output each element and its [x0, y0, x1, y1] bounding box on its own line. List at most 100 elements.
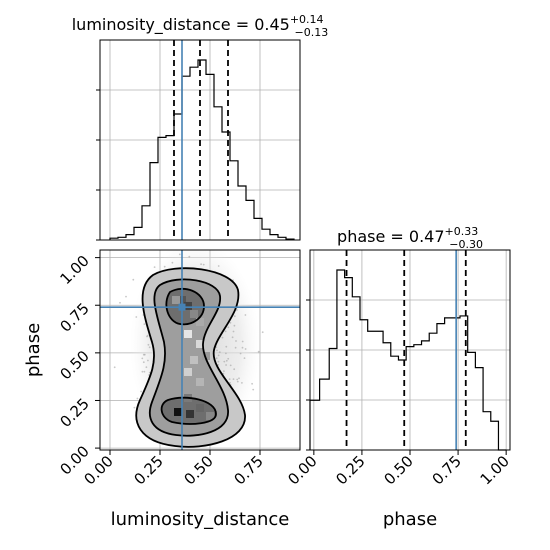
luminosity-distance-title: luminosity_distance = 0.45+0.14 −0.13 [72, 13, 329, 39]
sample-point [187, 236, 189, 238]
sample-point [171, 261, 174, 264]
joint-ytick-label: 0.25 [56, 395, 92, 431]
sample-point [146, 335, 148, 338]
phase-histogram-yticks [306, 299, 310, 451]
sample-point [163, 265, 166, 268]
density-pixel [186, 410, 194, 418]
sample-point [143, 370, 146, 373]
joint-contour-panel: 0.00 0.25 0.50 0.75 0.000.250.500.751.00 lu… [23, 236, 301, 530]
sample-point [221, 336, 224, 339]
density-pixel [196, 378, 204, 386]
phase-histogram-panel: 0.00 0.25 0.50 0.75 1.00 phase = 0.47+0.33 −0… [284, 225, 513, 530]
sample-point [215, 357, 218, 360]
phase-title-param: phase [337, 227, 385, 246]
phase-histogram-steps [309, 269, 507, 451]
joint-xtick-label: 0.50 [180, 452, 216, 488]
luminosity-distance-histogram-yticks [96, 89, 100, 241]
sample-point [178, 253, 181, 256]
phase-histogram-xticks: 0.00 0.25 0.50 0.75 1.00 [284, 450, 513, 488]
sample-point [232, 330, 235, 333]
sample-point [163, 457, 165, 459]
sample-point [229, 381, 231, 384]
sample-point [261, 331, 264, 334]
sample-point [243, 357, 246, 359]
sample-point [135, 316, 138, 318]
phase-title-plus: +0.33 [445, 225, 479, 238]
sample-point [252, 388, 255, 391]
luminosity-distance-x-axis-label: luminosity_distance [111, 509, 290, 530]
phase-x-axis-label: phase [383, 509, 437, 530]
joint-xtick-label: 0.75 [230, 452, 266, 488]
sample-point [238, 377, 240, 380]
sample-point [236, 378, 239, 381]
sample-point [216, 349, 218, 352]
sample-point [145, 366, 148, 369]
phase-quantile-lines [345, 250, 467, 450]
sample-point [143, 353, 146, 356]
joint-contour-yticks: 0.000.250.500.751.00 [56, 252, 100, 479]
sample-point [234, 346, 237, 349]
sample-point [241, 346, 244, 349]
sample-point [141, 370, 144, 373]
sample-point [225, 364, 228, 366]
sample-point [241, 340, 244, 343]
sample-point [229, 364, 232, 367]
luminosity-distance-histogram-steps [109, 59, 295, 240]
sample-point [224, 330, 227, 333]
sample-point [236, 309, 238, 311]
sample-point [223, 370, 225, 372]
sample-point [217, 265, 220, 267]
density-pixel [190, 356, 198, 364]
phase-title: phase = 0.47+0.33 −0.30 [337, 225, 483, 251]
phase-y-axis-label: phase [23, 323, 44, 377]
sample-point [148, 346, 151, 349]
sample-point [142, 361, 145, 364]
sample-point [257, 350, 260, 353]
sample-point [147, 343, 150, 346]
joint-contour-frame [99, 249, 301, 451]
sample-point [143, 323, 146, 325]
contour-line-middle [148, 278, 229, 437]
density-pixel [184, 330, 192, 338]
phase-xtick-label: 0.00 [284, 452, 320, 488]
sample-point [225, 359, 228, 362]
density-pixel [206, 412, 214, 420]
sample-point [136, 397, 139, 400]
sample-point [113, 366, 116, 369]
sample-point [233, 368, 236, 371]
phase-xtick-label: 0.25 [332, 452, 368, 488]
sample-point [236, 380, 239, 383]
phase-title-minus: −0.30 [449, 238, 483, 251]
joint-ytick-label: 1.00 [56, 252, 92, 288]
sample-point [217, 360, 220, 363]
density-pixel [184, 368, 192, 376]
sample-point [147, 359, 149, 362]
sample-point [241, 382, 243, 384]
sample-point [153, 266, 156, 268]
contour-fill-middle [149, 279, 229, 436]
sample-point [217, 364, 220, 366]
joint-xtick-label: 0.25 [130, 452, 166, 488]
sample-point [218, 351, 221, 353]
sample-point [233, 324, 236, 327]
sample-point [141, 357, 144, 360]
sample-point [125, 295, 127, 298]
joint-density [100, 236, 300, 459]
density-pixel [196, 318, 204, 326]
sample-point [227, 326, 230, 329]
luminosity-distance-title-equals: = [231, 15, 255, 34]
sample-point [223, 360, 226, 363]
luminosity-distance-title-plus: +0.14 [290, 13, 324, 26]
sample-point [119, 301, 121, 304]
sample-point [232, 378, 235, 380]
phase-histogram-grid [310, 250, 510, 450]
sample-point [233, 315, 236, 318]
sample-point [244, 348, 247, 350]
phase-title-median: 0.47 [409, 227, 445, 246]
sample-point [188, 255, 191, 258]
joint-contour-xticks: 0.00 0.25 0.50 0.75 [80, 450, 267, 488]
sample-point [231, 336, 234, 339]
sample-point [133, 406, 136, 409]
sample-point [244, 314, 247, 316]
